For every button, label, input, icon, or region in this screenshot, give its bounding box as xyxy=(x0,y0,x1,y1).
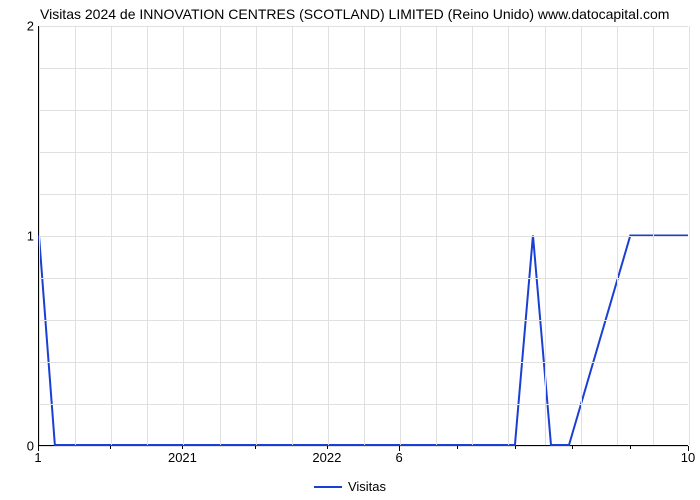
y-tick-label: 0 xyxy=(27,439,34,454)
x-tick-label-year: 2021 xyxy=(168,450,197,465)
gridline-v xyxy=(400,26,401,445)
x-tick-minor xyxy=(572,446,573,449)
gridline-v xyxy=(111,26,112,445)
gridline-v xyxy=(39,26,40,445)
legend: Visitas xyxy=(0,479,700,494)
gridline-v xyxy=(581,26,582,445)
gridline-v xyxy=(436,26,437,445)
x-tick-minor xyxy=(457,446,458,449)
gridline-v xyxy=(364,26,365,445)
gridline-v xyxy=(653,26,654,445)
x-tick-label: 1 xyxy=(34,450,41,465)
y-tick-label: 1 xyxy=(27,229,34,244)
chart-title: Visitas 2024 de INNOVATION CENTRES (SCOT… xyxy=(40,6,688,22)
gridline-v xyxy=(508,26,509,445)
gridline-v xyxy=(617,26,618,445)
gridline-v xyxy=(328,26,329,445)
x-tick-minor xyxy=(182,446,183,449)
plot-area xyxy=(38,26,688,446)
x-tick-minor xyxy=(255,446,256,449)
gridline-h xyxy=(39,446,688,447)
y-tick-label: 2 xyxy=(27,19,34,34)
x-tick-minor xyxy=(110,446,111,449)
gridline-v xyxy=(292,26,293,445)
legend-swatch-visitas xyxy=(314,486,342,488)
gridline-v xyxy=(256,26,257,445)
x-tick-minor xyxy=(630,446,631,449)
gridline-v xyxy=(472,26,473,445)
x-tick-minor xyxy=(515,446,516,449)
x-tick-major xyxy=(399,446,400,451)
gridline-v xyxy=(689,26,690,445)
chart: Visitas 2024 de INNOVATION CENTRES (SCOT… xyxy=(0,0,700,500)
x-tick-label: 10 xyxy=(681,450,695,465)
gridline-v xyxy=(545,26,546,445)
legend-label-visitas: Visitas xyxy=(348,479,386,494)
gridline-v xyxy=(183,26,184,445)
x-tick-label: 6 xyxy=(395,450,402,465)
x-tick-major xyxy=(38,446,39,451)
gridline-v xyxy=(220,26,221,445)
gridline-v xyxy=(147,26,148,445)
gridline-v xyxy=(75,26,76,445)
x-tick-minor xyxy=(327,446,328,449)
x-tick-label-year: 2022 xyxy=(312,450,341,465)
x-tick-major xyxy=(688,446,689,451)
